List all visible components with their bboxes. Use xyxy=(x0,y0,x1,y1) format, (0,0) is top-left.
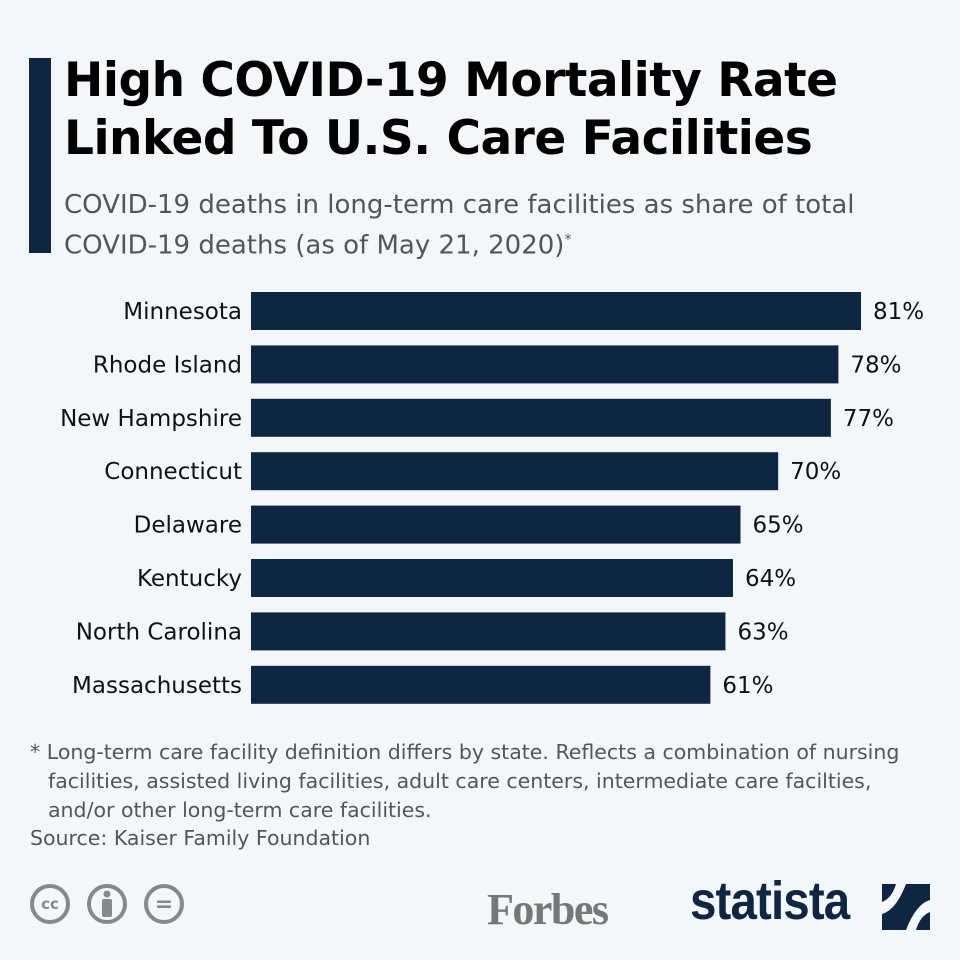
attribution-icon[interactable] xyxy=(87,884,127,924)
bar xyxy=(251,665,711,704)
category-label: Connecticut xyxy=(104,459,242,485)
category-label: Minnesota xyxy=(123,299,242,325)
person-icon xyxy=(102,890,112,917)
bar xyxy=(251,398,831,437)
category-label: Kentucky xyxy=(137,566,242,592)
bar xyxy=(251,292,861,330)
value-label: 61% xyxy=(722,673,773,699)
cc-icon-text: cc xyxy=(41,895,59,913)
chart-subtitle: COVID-19 deaths in long-term care facili… xyxy=(64,188,924,264)
no-derivatives-icon[interactable]: = xyxy=(144,884,184,924)
bar xyxy=(251,505,741,544)
bar xyxy=(251,559,733,597)
subtitle-marker: * xyxy=(564,232,572,248)
source: Source: Kaiser Family Foundation xyxy=(30,826,371,850)
category-label: North Carolina xyxy=(76,619,242,645)
value-label: 81% xyxy=(873,299,924,325)
title-accent-bar xyxy=(29,58,51,253)
value-label: 70% xyxy=(790,459,841,485)
nd-icon-text: = xyxy=(154,891,174,917)
category-label: Massachusetts xyxy=(72,673,242,699)
category-label: New Hampshire xyxy=(60,406,242,432)
bar-chart: Minnesota 81% Rhode Island 78% New Hampshire… xyxy=(60,292,924,704)
statista-logo: statista xyxy=(690,870,850,932)
cc-icon[interactable]: cc xyxy=(30,884,70,924)
value-label: 78% xyxy=(850,352,901,378)
category-label: Delaware xyxy=(134,513,242,539)
value-label: 65% xyxy=(753,513,804,539)
subtitle-text: COVID-19 deaths in long-term care facili… xyxy=(64,190,855,261)
bar xyxy=(251,612,726,651)
value-label: 63% xyxy=(737,619,788,645)
bar xyxy=(251,452,779,491)
value-label: 77% xyxy=(843,406,894,432)
bar xyxy=(251,345,839,384)
chart-title: High COVID-19 Mortality Rate Linked To U… xyxy=(64,53,838,166)
category-label: Rhode Island xyxy=(93,352,242,378)
statista-logo-text: statista xyxy=(690,871,850,931)
forbes-logo: Forbes xyxy=(487,885,609,934)
statista-mark-icon xyxy=(882,884,930,930)
value-label: 64% xyxy=(745,566,796,592)
footnote: * Long-term care facility definition dif… xyxy=(30,740,900,822)
